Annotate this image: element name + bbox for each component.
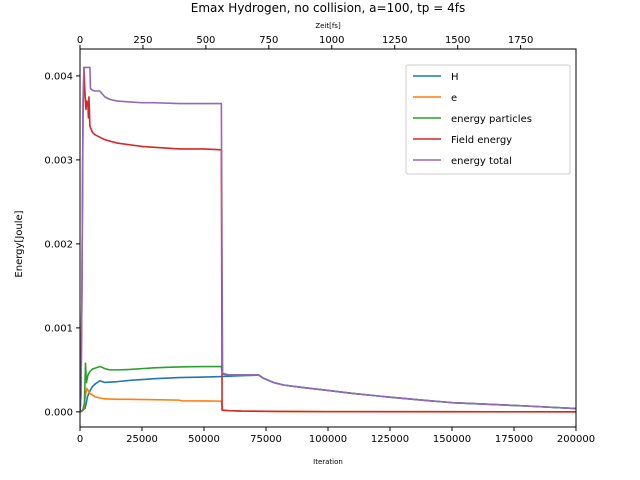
series-line-3 [80,66,576,413]
x-tick-label: 0 [77,434,83,445]
top-axis-label: Zeit[fs] [315,22,341,30]
x2-tick-label: 1000 [319,35,344,46]
y-tick-label: 0.003 [44,155,73,166]
x2-tick-label: 500 [196,35,215,46]
legend-box [405,64,571,175]
legend-label: energy particles [451,114,532,125]
x2-tick-label: 1500 [445,35,470,46]
legend-label: Field energy [451,135,512,146]
legend-label: e [451,93,457,104]
y-tick-label: 0.002 [44,239,73,250]
legend-label: H [451,72,459,83]
bottom-axis-ticks: 0 25000 50000 75000 100000 125000 150000 175000… [77,427,595,445]
x-tick-label: 175000 [495,434,533,445]
x-tick-label: 100000 [309,434,347,445]
x-tick-label: 150000 [433,434,471,445]
y-tick-label: 0.001 [44,323,73,334]
y-axis-label: Energy[Joule] [14,210,25,277]
top-axis-ticks: 0 250 500 750 1000 1250 1500 1750 [77,35,533,49]
legend-label: energy total [451,156,512,167]
y-tick-label: 0.000 [44,407,73,418]
y-tick-label: 0.004 [44,71,73,82]
x-axis-label: Iteration [313,458,343,466]
x-tick-label: 25000 [126,434,158,445]
series-layer [80,66,576,413]
x2-tick-label: 1750 [508,35,533,46]
x-tick-label: 200000 [557,434,595,445]
series-line-1 [80,387,576,413]
series-line-0 [80,374,576,413]
x2-tick-label: 250 [133,35,152,46]
series-line-4 [80,66,576,412]
chart-title: Emax Hydrogen, no collision, a=100, tp =… [191,1,465,15]
legend: He energy particles Field energy energy tot… [405,64,571,175]
x-tick-label: 50000 [188,434,220,445]
x2-tick-label: 0 [77,35,83,46]
x2-tick-label: 750 [259,35,278,46]
x2-tick-label: 1250 [382,35,407,46]
x-tick-label: 75000 [250,434,282,445]
x-tick-label: 125000 [371,434,409,445]
left-axis-ticks: 0.000 0.001 0.002 0.003 0.004 [44,71,80,418]
